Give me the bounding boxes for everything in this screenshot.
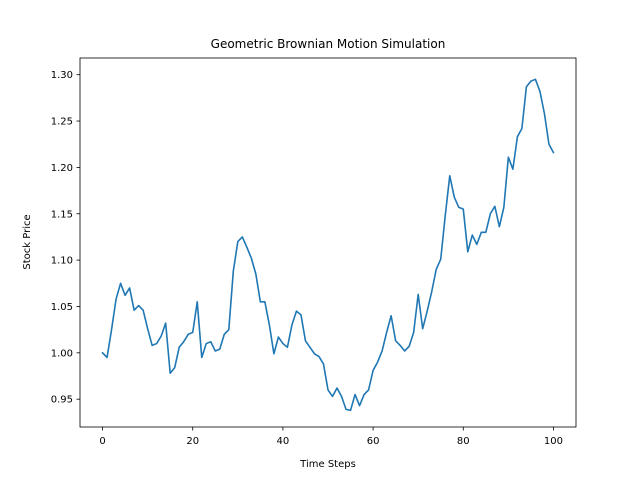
x-axis: 0 20 40 60 80 100 bbox=[99, 427, 563, 447]
y-axis-label: Stock Price bbox=[22, 214, 33, 269]
y-tick-label: 1.00 bbox=[51, 348, 73, 359]
x-tick-label: 20 bbox=[186, 436, 199, 447]
series-layer bbox=[101, 78, 555, 412]
series-line bbox=[101, 78, 555, 412]
y-tick-label: 0.95 bbox=[51, 395, 73, 406]
x-tick-label: 60 bbox=[367, 436, 380, 447]
y-tick-label: 1.20 bbox=[51, 163, 73, 174]
plot-area bbox=[80, 58, 576, 427]
y-tick-label: 1.05 bbox=[51, 302, 73, 313]
y-axis: 0.95 1.00 1.05 1.10 1.15 1.20 1.25 1.30 bbox=[51, 70, 80, 406]
y-tick-label: 1.25 bbox=[51, 117, 73, 128]
chart-title: Geometric Brownian Motion Simulation bbox=[211, 37, 446, 51]
x-tick-label: 40 bbox=[277, 436, 290, 447]
y-tick-label: 1.10 bbox=[51, 256, 73, 267]
x-tick-label: 0 bbox=[99, 436, 105, 447]
plot-frame bbox=[79, 57, 577, 428]
x-axis-label: Time Steps bbox=[299, 459, 356, 470]
x-tick-label: 80 bbox=[457, 436, 470, 447]
x-tick-label: 100 bbox=[544, 436, 563, 447]
y-tick-label: 1.15 bbox=[51, 209, 73, 220]
y-tick-label: 1.30 bbox=[51, 70, 73, 81]
